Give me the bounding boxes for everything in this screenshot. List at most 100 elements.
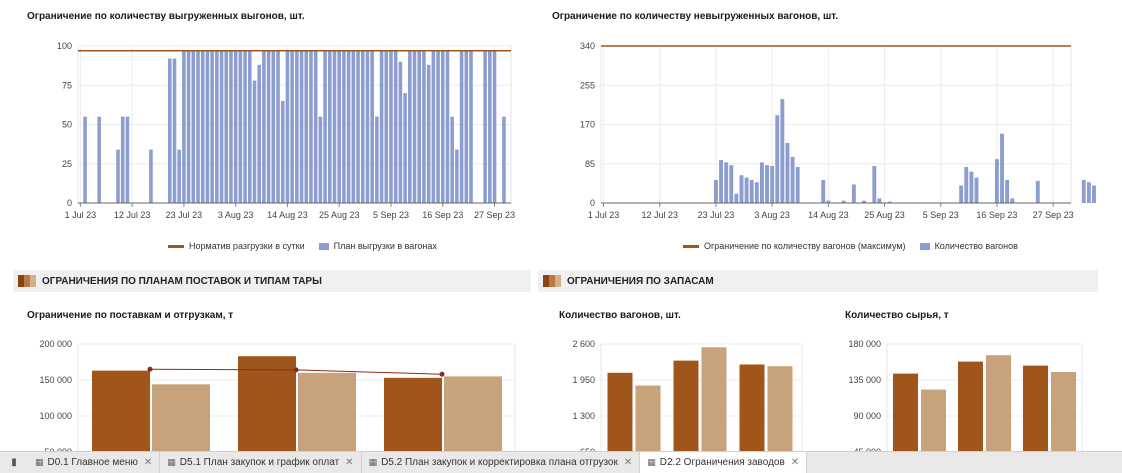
bar bbox=[342, 50, 346, 204]
y-tick-label: 2 600 bbox=[572, 339, 595, 349]
bar bbox=[182, 50, 186, 204]
bar bbox=[243, 50, 247, 204]
chart-title-not-unloaded: Ограничение по количеству невыгруженных … bbox=[552, 11, 839, 22]
y-tick-label: 1 950 bbox=[572, 375, 595, 385]
bookmark-icon[interactable]: ▮ bbox=[11, 457, 17, 468]
bar bbox=[257, 64, 261, 203]
bar bbox=[290, 50, 294, 204]
close-icon[interactable]: ✕ bbox=[345, 457, 354, 468]
close-icon[interactable]: ✕ bbox=[623, 457, 633, 468]
bar bbox=[765, 165, 769, 203]
bar bbox=[1086, 182, 1091, 203]
bar bbox=[149, 149, 153, 203]
bar bbox=[295, 50, 299, 204]
chart-not-unloaded-wagons: 0 85 170 255 340 1 Jul 23 12 Jul 23 23 Jul 23 3 … bbox=[580, 41, 1096, 220]
y-tick-label: 85 bbox=[585, 159, 595, 169]
bar bbox=[356, 50, 360, 204]
bar bbox=[266, 50, 271, 204]
bar bbox=[826, 200, 831, 203]
section-header-supply[interactable]: ОГРАНИЧЕНИЯ ПО ПЛАНАМ ПОСТАВОК И ТИПАМ Т… bbox=[13, 270, 531, 292]
bar bbox=[412, 50, 417, 204]
y-tick-label: 135 000 bbox=[848, 375, 881, 385]
y-tick-label: 75 bbox=[62, 80, 72, 90]
bar bbox=[483, 50, 487, 204]
bar bbox=[177, 149, 181, 203]
bar bbox=[994, 159, 999, 203]
bar bbox=[431, 50, 436, 204]
tab-plant-limits[interactable]: ▦ D2.2 Ограничения заводов ✕ bbox=[640, 452, 808, 473]
bar bbox=[375, 116, 379, 203]
bar bbox=[724, 162, 729, 203]
chart-title-wagons: Количество вагонов, шт. bbox=[559, 310, 681, 321]
bar bbox=[714, 179, 718, 203]
series-point bbox=[147, 366, 153, 372]
bar bbox=[384, 50, 389, 204]
bar bbox=[436, 50, 440, 204]
bar bbox=[734, 193, 739, 203]
close-icon[interactable]: ✕ bbox=[790, 457, 800, 468]
bar bbox=[455, 149, 459, 203]
tab-main-menu[interactable]: ▦ D0.1 Главное меню ✕ bbox=[28, 452, 161, 473]
y-tick-label: 0 bbox=[590, 198, 595, 208]
bar bbox=[299, 50, 304, 204]
x-tick-label: 3 Aug 23 bbox=[218, 210, 254, 220]
bar bbox=[389, 50, 393, 204]
bar bbox=[492, 50, 497, 204]
bar bbox=[318, 116, 323, 203]
x-tick-label: 27 Sep 23 bbox=[1033, 210, 1074, 220]
legend-label: План выгрузки в вагонах bbox=[333, 241, 437, 251]
bar bbox=[459, 50, 464, 204]
bar bbox=[872, 166, 877, 203]
tab-label: D5.1 План закупок и график оплат bbox=[179, 457, 340, 468]
legend-swatch-line bbox=[683, 244, 699, 248]
bar bbox=[393, 50, 398, 204]
chart-title-supply: Ограничение по поставкам и отгрузкам, т bbox=[27, 310, 234, 321]
bar bbox=[328, 50, 332, 204]
section-icon bbox=[18, 275, 36, 287]
legend-item-max[interactable]: Ограничение по количеству вагонов (макси… bbox=[683, 241, 906, 251]
bar bbox=[862, 200, 867, 203]
bar bbox=[959, 185, 964, 203]
x-tick-label: 1 Jul 23 bbox=[588, 210, 620, 220]
bar bbox=[1035, 180, 1040, 203]
bar bbox=[280, 100, 285, 203]
legend-item-plan[interactable]: План выгрузки в вагонах bbox=[318, 241, 437, 251]
chart-title-unloaded: Ограничение по количеству выгруженных вы… bbox=[27, 11, 305, 22]
bar bbox=[488, 50, 492, 204]
bar bbox=[502, 116, 506, 203]
close-icon[interactable]: ✕ bbox=[143, 457, 153, 468]
sheet-icon: ▦ bbox=[167, 457, 176, 467]
legend-item-norm[interactable]: Норматив разгрузки в сутки bbox=[168, 241, 305, 251]
bar bbox=[739, 175, 744, 203]
bar bbox=[125, 116, 130, 203]
bar bbox=[167, 58, 172, 203]
legend-label: Норматив разгрузки в сутки bbox=[189, 241, 305, 251]
tab-shipment-plan[interactable]: ▦ D5.2 План закупок и корректировка план… bbox=[362, 452, 641, 473]
bar bbox=[877, 198, 882, 203]
bar bbox=[1010, 198, 1015, 203]
y-tick-label: 150 000 bbox=[39, 375, 72, 385]
bar bbox=[821, 179, 826, 203]
bar bbox=[210, 50, 214, 204]
tab-purchase-plan[interactable]: ▦ D5.1 План закупок и график оплат ✕ bbox=[160, 452, 362, 473]
bar bbox=[851, 184, 856, 203]
bar bbox=[285, 50, 290, 204]
bar bbox=[219, 50, 224, 204]
legend-not-unloaded: Ограничение по количеству вагонов (макси… bbox=[683, 241, 1018, 251]
bar bbox=[1081, 179, 1086, 203]
section-header-stocks[interactable]: ОГРАНИЧЕНИЯ ПО ЗАПАСАМ bbox=[538, 270, 1098, 292]
bar bbox=[116, 149, 120, 203]
tab-label: D5.2 План закупок и корректировка плана … bbox=[381, 457, 618, 468]
x-tick-label: 14 Aug 23 bbox=[808, 210, 849, 220]
bar bbox=[1005, 179, 1010, 203]
bar bbox=[252, 80, 257, 203]
y-tick-label: 255 bbox=[580, 80, 595, 90]
section-title: ОГРАНИЧЕНИЯ ПО ПЛАНАМ ПОСТАВОК И ТИПАМ Т… bbox=[42, 275, 322, 287]
bar bbox=[729, 165, 734, 203]
sheet-icon: ▦ bbox=[35, 457, 44, 467]
legend-label: Количество вагонов bbox=[934, 241, 1018, 251]
tab-label: D2.2 Ограничения заводов bbox=[659, 457, 785, 468]
legend-item-count[interactable]: Количество вагонов bbox=[919, 241, 1018, 251]
